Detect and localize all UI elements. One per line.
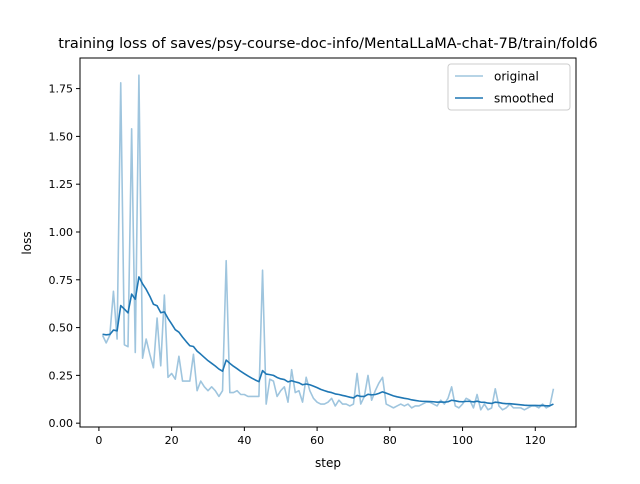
x-tick-label: 20 (165, 434, 179, 447)
y-tick-label: 0.75 (49, 274, 74, 287)
y-tick-label: 0.50 (49, 322, 74, 335)
y-tick-label: 1.50 (49, 130, 74, 143)
y-tick-label: 1.75 (49, 83, 74, 96)
x-axis: 0 20 40 60 80 100 120 (95, 427, 546, 447)
y-axis-label: loss (20, 231, 34, 254)
x-tick-label: 60 (310, 434, 324, 447)
x-tick-label: 80 (383, 434, 397, 447)
x-tick-label: 120 (525, 434, 546, 447)
plot-area: 0 20 40 60 80 100 120 0.00 0.25 0.50 0.75 1.00 1.25… (49, 57, 577, 447)
x-axis-label: step (315, 456, 341, 470)
y-axis: 0.00 0.25 0.50 0.75 1.00 1.25 1.50 1.75 (49, 83, 80, 430)
x-tick-label: 100 (452, 434, 473, 447)
y-tick-label: 1.25 (49, 178, 74, 191)
legend: original smoothed (447, 63, 571, 111)
legend-label-smoothed: smoothed (494, 92, 554, 106)
y-tick-label: 1.00 (49, 226, 74, 239)
y-tick-label: 0.25 (49, 369, 74, 382)
legend-label-original: original (494, 70, 539, 84)
axes-frame (79, 57, 577, 428)
x-tick-label: 0 (95, 434, 102, 447)
series-line-smoothed (102, 276, 554, 407)
series-line-original (101, 74, 555, 411)
y-tick-label: 0.00 (49, 417, 74, 430)
chart-title: training loss of saves/psy-course-doc-in… (58, 36, 597, 52)
series-lines (101, 74, 555, 411)
x-tick-label: 40 (237, 434, 251, 447)
